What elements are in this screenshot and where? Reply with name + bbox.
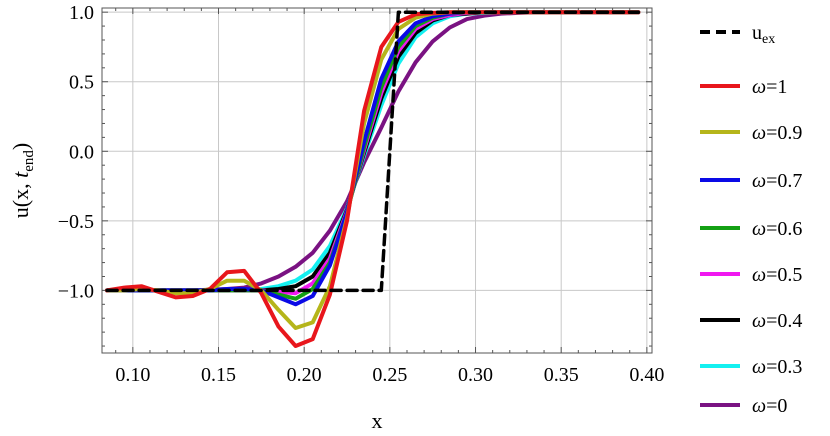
legend-label-w04: ω=0.4	[752, 310, 802, 332]
y-axis-label-close: )	[8, 143, 33, 150]
x-tick-label: 0.10	[115, 364, 150, 386]
series-line-w1	[105, 10, 641, 348]
axis-ticks	[102, 8, 652, 353]
x-tick-label: 0.20	[287, 364, 322, 386]
legend-label-w0: ω=0	[752, 395, 787, 417]
legend-label-w05: ω=0.5	[752, 264, 802, 286]
y-tick-label: 1.0	[69, 2, 94, 24]
grid-lines	[102, 8, 652, 353]
y-axis-label-base: u(x,	[8, 178, 33, 218]
legend-label-w09: ω=0.9	[752, 122, 802, 144]
x-tick-label: 0.35	[544, 364, 579, 386]
series-lines	[105, 10, 641, 348]
series-line-w06	[105, 10, 641, 301]
x-tick-label: 0.15	[201, 364, 236, 386]
legend-label-w06: ω=0.6	[752, 218, 802, 240]
series-line-uex	[105, 10, 641, 293]
x-axis-label: x	[372, 408, 383, 433]
y-axis-label-t: t	[8, 171, 33, 178]
y-axis-label-sub: end	[21, 150, 37, 172]
legend: uex ω=1 ω=0.9 ω=0.7 ω=0.6 ω=0.5 ω=0.4 ω=0.3 ω=0	[700, 22, 802, 417]
legend-label-w07: ω=0.7	[752, 170, 802, 192]
legend-label-uex: uex	[752, 22, 775, 47]
series-line-w07	[105, 10, 641, 307]
legend-label-w03: ω=0.3	[752, 356, 802, 378]
y-axis-label: u(x, tend)	[8, 143, 37, 218]
y-tick-label: −1.0	[58, 280, 94, 302]
x-tick-label: 0.25	[372, 364, 407, 386]
y-tick-label: 0.0	[69, 141, 94, 163]
x-tick-label: 0.30	[458, 364, 493, 386]
legend-label-w1: ω=1	[752, 76, 787, 98]
series-line-w09	[105, 10, 641, 330]
y-tick-label: −0.5	[58, 211, 94, 233]
y-tick-label: 0.5	[69, 72, 94, 94]
x-tick-label: 0.40	[629, 364, 664, 386]
plot-frame	[101, 7, 653, 354]
series-line-w05	[105, 10, 641, 296]
tick-labels: 0.10 0.15 0.20 0.25 0.30 0.35 0.40 −1.0 −0.5 0.0 0…	[58, 2, 665, 386]
